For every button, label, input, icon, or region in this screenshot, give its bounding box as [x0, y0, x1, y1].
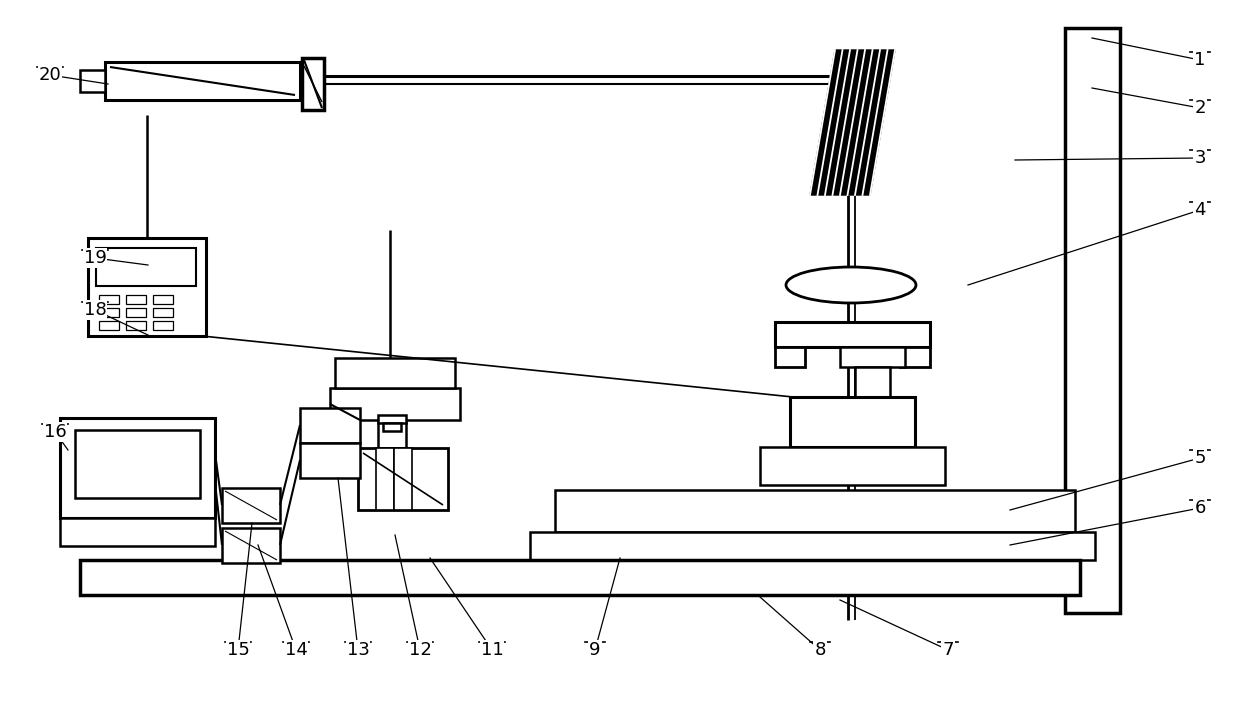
Bar: [60, 418, 215, 518]
Bar: [529, 532, 1095, 560]
Bar: [335, 358, 455, 388]
Bar: [153, 321, 174, 330]
Bar: [856, 367, 890, 397]
Text: 2: 2: [1194, 99, 1205, 117]
Bar: [222, 528, 280, 563]
Bar: [839, 347, 905, 367]
Bar: [153, 295, 174, 304]
Bar: [153, 308, 174, 317]
Bar: [88, 238, 206, 336]
Text: 19: 19: [83, 249, 107, 267]
Text: 11: 11: [481, 641, 503, 659]
Text: 13: 13: [346, 641, 370, 659]
Bar: [376, 448, 394, 510]
Bar: [81, 70, 105, 92]
Bar: [358, 448, 448, 510]
Text: 9: 9: [589, 641, 600, 659]
Bar: [394, 448, 412, 510]
Bar: [99, 295, 119, 304]
Bar: [383, 423, 401, 431]
Bar: [81, 560, 1080, 595]
Text: 20: 20: [38, 66, 61, 84]
Bar: [126, 295, 146, 304]
Bar: [775, 322, 930, 347]
Bar: [790, 397, 915, 447]
Bar: [378, 415, 405, 423]
Ellipse shape: [786, 267, 916, 303]
Bar: [95, 248, 196, 286]
Text: 6: 6: [1194, 499, 1205, 517]
Bar: [105, 62, 300, 100]
Polygon shape: [810, 50, 895, 195]
Text: 18: 18: [83, 301, 107, 319]
Text: 8: 8: [815, 641, 826, 659]
Bar: [300, 408, 360, 443]
Text: 5: 5: [1194, 449, 1205, 467]
Bar: [126, 308, 146, 317]
Bar: [760, 447, 945, 485]
Text: 16: 16: [43, 423, 67, 441]
Bar: [126, 321, 146, 330]
Bar: [900, 347, 930, 367]
Text: 3: 3: [1194, 149, 1205, 167]
Bar: [99, 321, 119, 330]
Bar: [330, 388, 460, 420]
Bar: [60, 518, 215, 546]
Bar: [1065, 28, 1120, 613]
Text: 15: 15: [227, 641, 249, 659]
Bar: [300, 443, 360, 478]
Bar: [222, 488, 280, 523]
Text: 12: 12: [408, 641, 432, 659]
Bar: [74, 430, 200, 498]
Text: 7: 7: [942, 641, 954, 659]
Bar: [99, 308, 119, 317]
Bar: [775, 347, 805, 367]
Text: 4: 4: [1194, 201, 1205, 219]
Text: 14: 14: [284, 641, 308, 659]
Bar: [556, 490, 1075, 532]
Text: 1: 1: [1194, 51, 1205, 69]
Bar: [378, 420, 405, 448]
Bar: [303, 58, 324, 110]
